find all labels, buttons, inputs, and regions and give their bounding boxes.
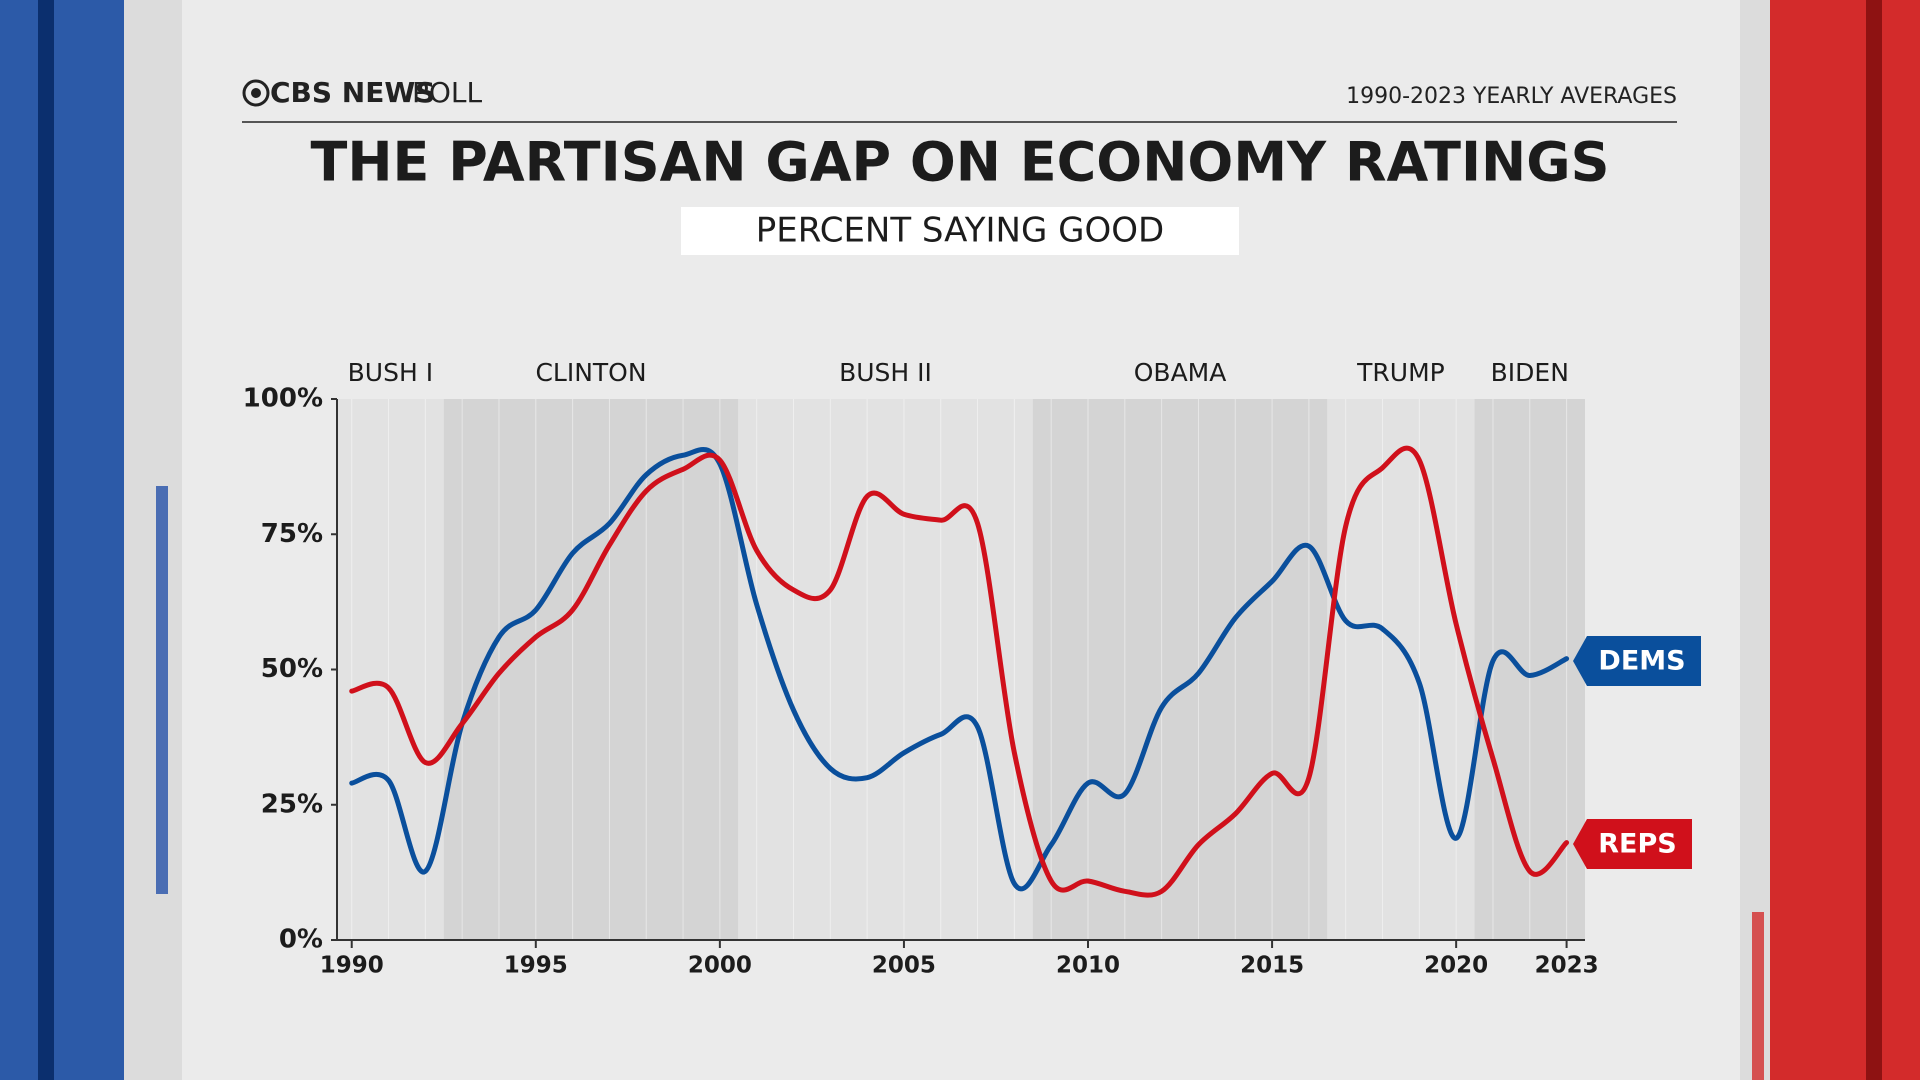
subtitle-box [681,207,1239,255]
blue-stripe [38,0,54,1080]
era-band [337,399,444,940]
brand-suffix: POLL [412,76,483,109]
blue-band [0,0,124,1080]
era-band [738,399,1033,940]
x-tick-label: 1990 [320,953,384,979]
y-tick-label: 0% [279,925,323,955]
cbs-eye [242,79,270,107]
era-label: OBAMA [1134,358,1227,387]
x-tick-label: 2005 [872,953,936,979]
y-tick-label: 75% [261,519,323,549]
left-edge [124,0,182,1080]
y-tick-label: 50% [261,654,323,684]
blue-accent [156,486,168,894]
era-band [1474,399,1585,940]
legend-label: DEMS [1598,646,1685,677]
red-band [1770,0,1920,1080]
chart-title: THE PARTISAN GAP ON ECONOMY RATINGS [311,131,1610,194]
era-label: BUSH I [348,358,433,387]
series-line [349,445,1570,898]
x-tick-label: 2015 [1240,953,1304,979]
series-line [349,447,1570,892]
header-note: 1990-2023 YEARLY AVERAGES [1346,84,1677,109]
era-label: TRUMP [1356,358,1445,387]
era-label: BUSH II [839,358,932,387]
red-accent [1752,912,1764,1080]
era-label: BIDEN [1491,358,1569,387]
x-tick-label: 1995 [504,953,568,979]
era-band [1032,399,1328,940]
red-stripe [1866,0,1882,1080]
legend-label: REPS [1598,829,1676,860]
x-tick-label: 2020 [1424,953,1488,979]
x-tick-label: 2000 [688,953,752,979]
y-tick-label: 100% [243,384,323,414]
right-edge [1740,0,1770,1080]
brand: CBS NEWS [270,76,435,109]
chart-subtitle: PERCENT SAYING GOOD [756,211,1164,251]
era-band [443,399,739,940]
x-tick-label: 2023 [1535,953,1599,979]
x-tick-label: 2010 [1056,953,1120,979]
legend-tag [1573,819,1692,869]
y-tick-label: 25% [261,789,323,819]
era-label: CLINTON [535,358,646,387]
legend-tag [1573,636,1701,686]
era-band [1327,399,1475,940]
